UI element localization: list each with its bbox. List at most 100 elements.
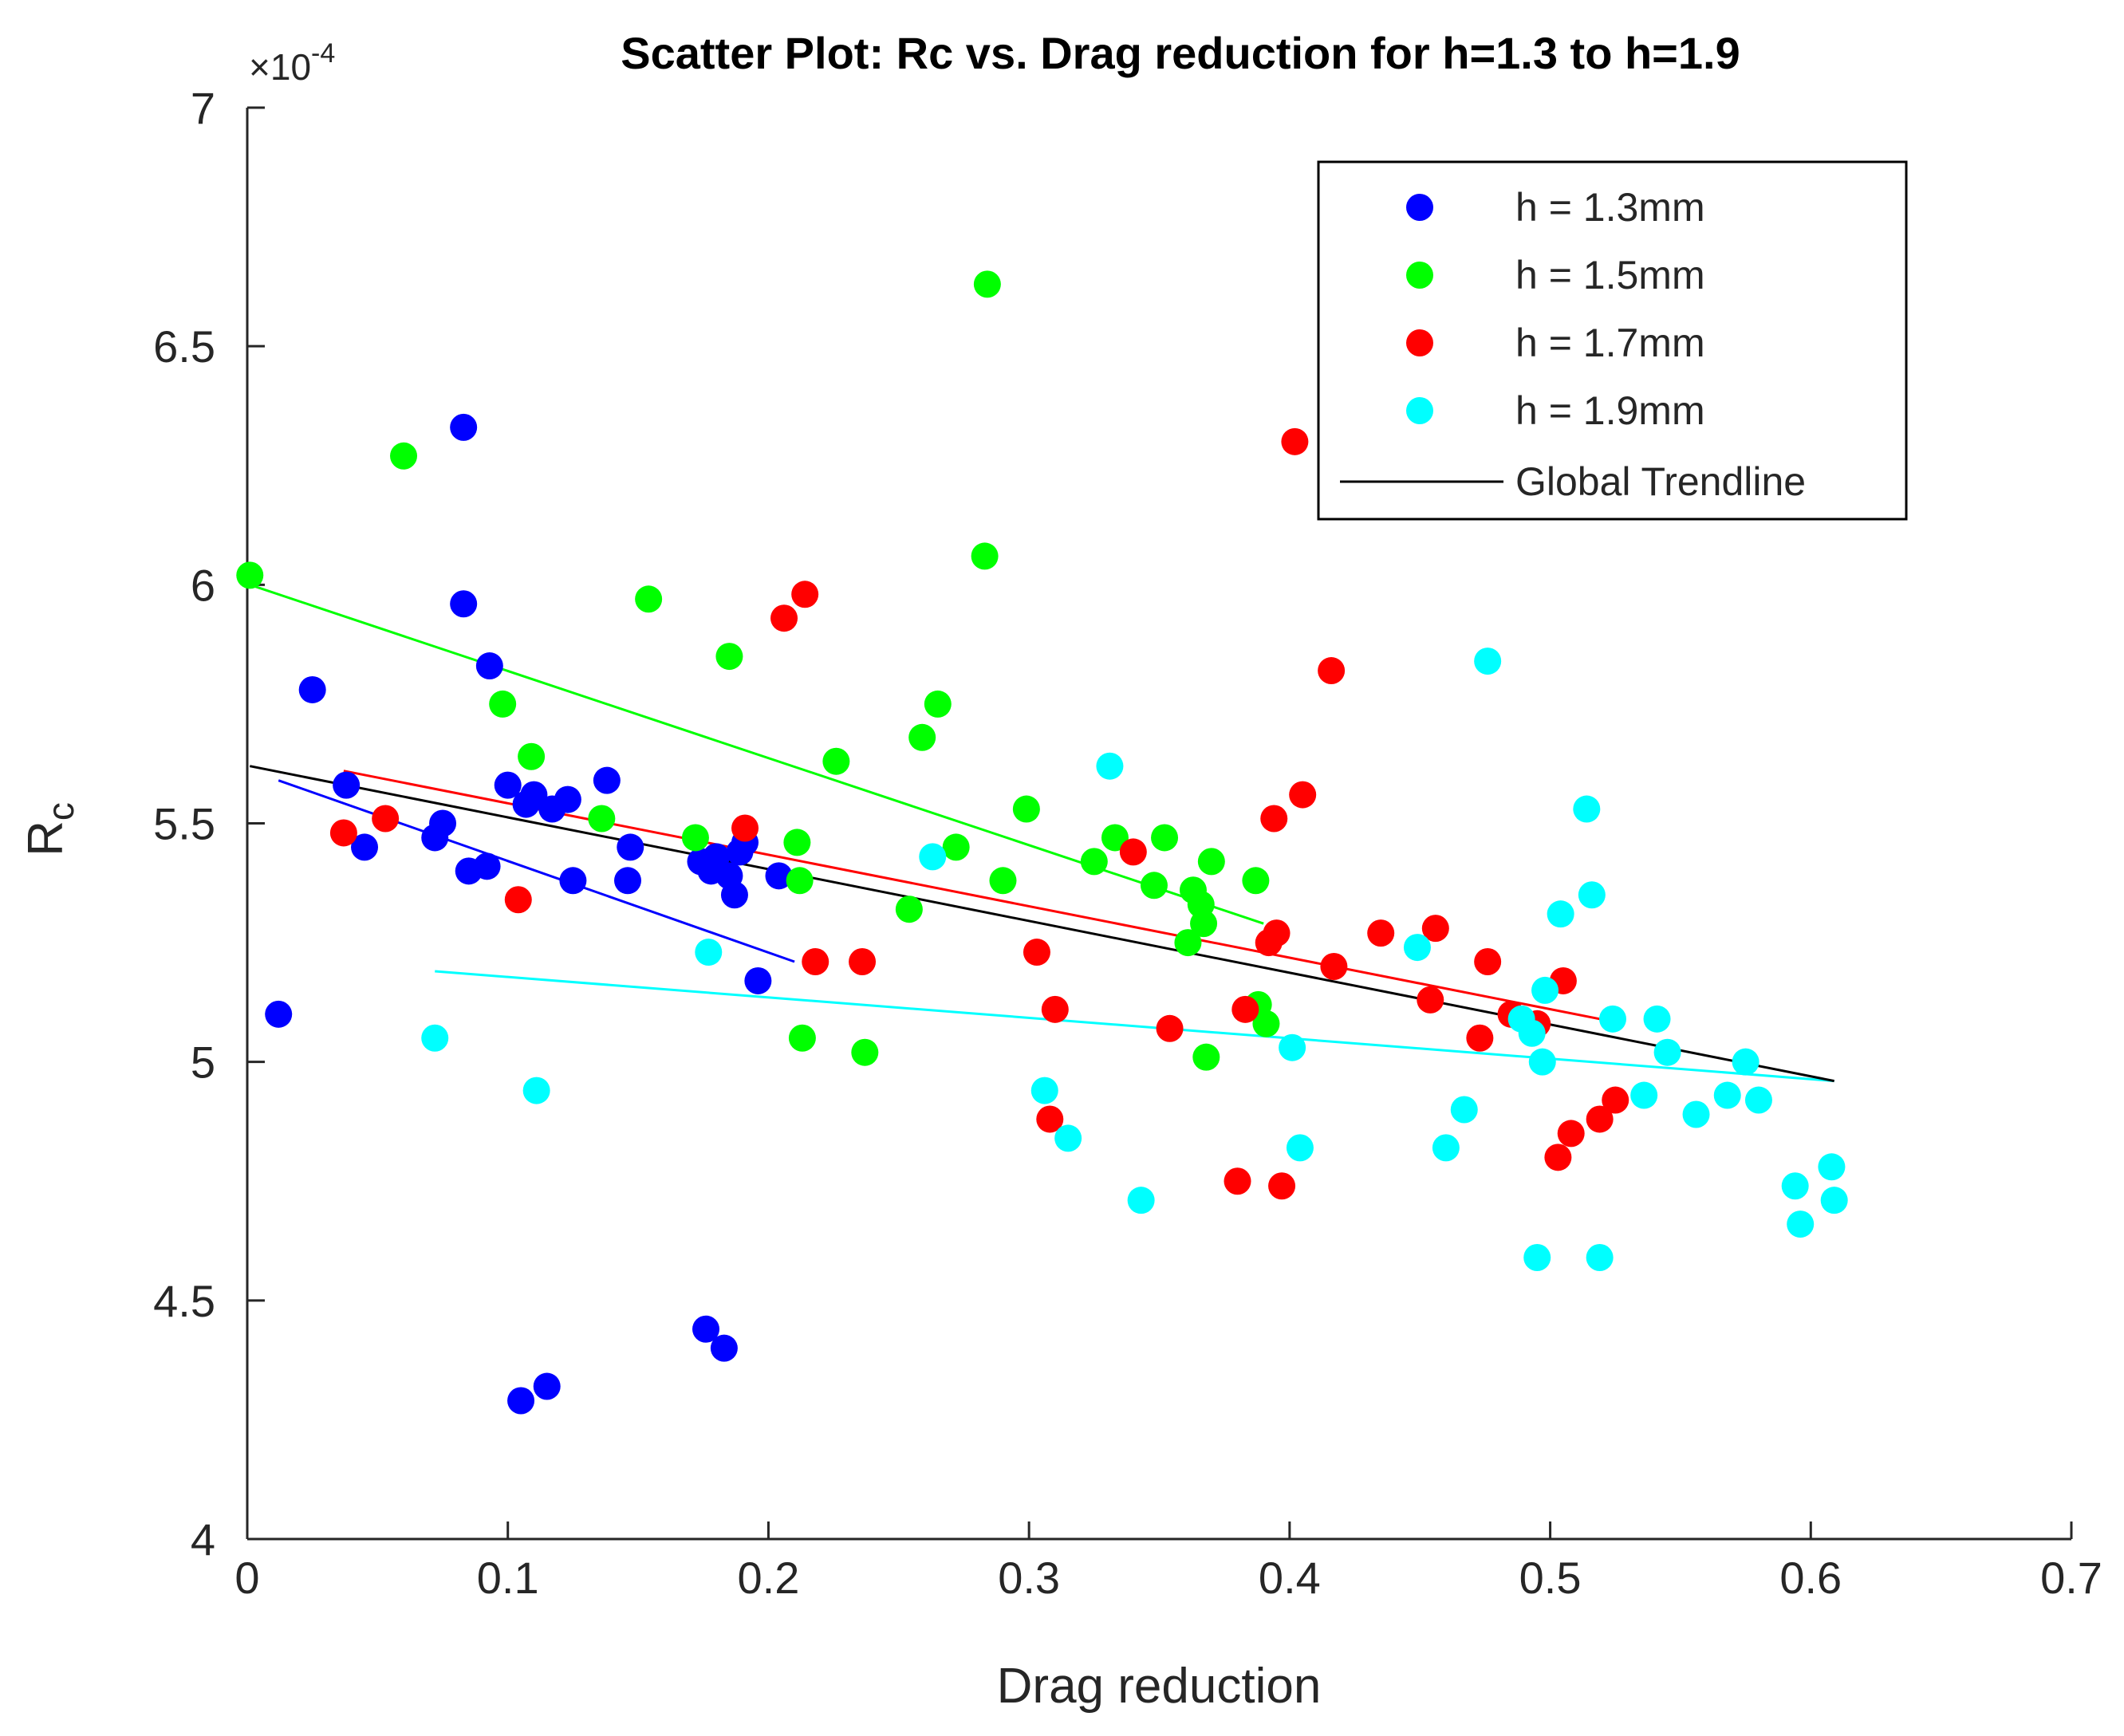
scatter-point-series-2 xyxy=(1242,867,1270,895)
scatter-point-series-4 xyxy=(1744,1086,1772,1114)
scatter-point-series-2 xyxy=(1101,824,1129,852)
scatter-point-series-1 xyxy=(429,809,457,837)
scatter-point-series-4 xyxy=(1578,881,1606,909)
scatter-point-series-2 xyxy=(822,747,850,775)
scatter-point-series-4 xyxy=(1643,1005,1671,1033)
scatter-point-series-3 xyxy=(1474,948,1502,976)
scatter-point-series-3 xyxy=(504,886,532,914)
y-tick-label: 4.5 xyxy=(153,1276,215,1326)
legend-marker-h13 xyxy=(1406,194,1433,221)
legend-marker-h17 xyxy=(1406,329,1433,356)
scatter-point-series-1 xyxy=(475,652,503,680)
x-tick-label: 0.5 xyxy=(1519,1553,1582,1603)
legend-marker-h19 xyxy=(1406,397,1433,424)
scatter-point-series-4 xyxy=(1030,1077,1058,1104)
x-tick-label: 0.1 xyxy=(477,1553,539,1603)
scatter-point-series-2 xyxy=(851,1038,879,1066)
scatter-point-series-4 xyxy=(1474,648,1502,675)
scatter-point-series-3 xyxy=(1041,995,1069,1023)
scatter-point-series-3 xyxy=(1421,915,1449,943)
scatter-point-series-3 xyxy=(1320,953,1348,980)
y-exponent-base: ×10 xyxy=(249,46,311,88)
scatter-point-series-2 xyxy=(1080,848,1108,876)
scatter-point-series-3 xyxy=(1281,427,1309,455)
scatter-point-series-4 xyxy=(1523,1243,1551,1271)
scatter-point-series-2 xyxy=(942,833,970,861)
scatter-point-series-3 xyxy=(1263,919,1291,947)
scatter-point-series-2 xyxy=(1151,824,1179,852)
scatter-point-series-4 xyxy=(1630,1081,1658,1109)
scatter-point-series-1 xyxy=(710,1334,738,1362)
scatter-point-series-3 xyxy=(849,948,877,976)
legend: h = 1.3mm h = 1.5mm h = 1.7mm h = 1.9mm … xyxy=(1317,160,1908,521)
x-axis-label: Drag reduction xyxy=(997,1659,1322,1714)
scatter-point-series-1 xyxy=(473,852,501,880)
scatter-point-series-2 xyxy=(1140,872,1168,899)
y-tick-label: 7 xyxy=(191,83,215,133)
scatter-point-series-1 xyxy=(720,881,748,909)
scatter-point-series-1 xyxy=(617,833,644,861)
scatter-point-series-1 xyxy=(692,1315,720,1343)
scatter-point-series-4 xyxy=(1528,1048,1556,1076)
scatter-point-series-4 xyxy=(522,1077,550,1104)
scatter-point-series-2 xyxy=(1174,929,1202,957)
scatter-point-series-2 xyxy=(989,867,1017,895)
scatter-point-series-2 xyxy=(715,643,743,671)
legend-label-h13: h = 1.3mm xyxy=(1515,185,1705,230)
scatter-point-series-2 xyxy=(489,690,517,718)
legend-label-h15: h = 1.5mm xyxy=(1515,253,1705,297)
scatter-point-series-2 xyxy=(973,270,1001,298)
scatter-point-series-1 xyxy=(450,413,478,441)
scatter-point-series-3 xyxy=(1586,1105,1614,1133)
scatter-point-series-2 xyxy=(390,442,418,470)
scatter-point-series-1 xyxy=(298,675,326,703)
trendline-series-1 xyxy=(278,779,795,963)
scatter-point-series-3 xyxy=(1289,781,1317,809)
scatter-point-series-3 xyxy=(1119,838,1147,866)
scatter-point-series-4 xyxy=(1682,1100,1710,1128)
scatter-point-series-4 xyxy=(1127,1187,1155,1214)
scatter-point-series-4 xyxy=(1054,1124,1082,1152)
scatter-point-series-3 xyxy=(791,581,819,608)
scatter-point-series-1 xyxy=(554,785,581,813)
legend-label-global-trendline: Global Trendline xyxy=(1515,459,1806,504)
scatter-point-series-3 xyxy=(372,805,400,833)
scatter-point-series-2 xyxy=(908,723,936,751)
scatter-point-series-1 xyxy=(333,771,361,799)
scatter-point-series-4 xyxy=(1818,1153,1846,1181)
scatter-point-series-3 xyxy=(1268,1172,1296,1200)
scatter-point-series-2 xyxy=(1252,1010,1280,1037)
chart-title: Scatter Plot: Rc vs. Drag reduction for … xyxy=(621,28,1740,78)
scatter-point-series-3 xyxy=(1466,1024,1494,1052)
scatter-point-series-2 xyxy=(635,585,663,613)
scatter-point-series-4 xyxy=(1432,1134,1460,1162)
scatter-point-series-2 xyxy=(518,742,546,770)
scatter-point-series-1 xyxy=(494,771,522,799)
scatter-point-series-3 xyxy=(1544,1144,1572,1171)
scatter-point-series-1 xyxy=(351,833,379,861)
scatter-point-series-1 xyxy=(559,867,587,895)
global-trendline xyxy=(249,765,1834,1083)
x-tick-label: 0.3 xyxy=(998,1553,1060,1603)
y-axis-label-main: R xyxy=(18,821,73,856)
scatter-point-series-2 xyxy=(1190,910,1218,938)
trendline-series-4 xyxy=(435,970,1834,1083)
y-axis-label: Rc xyxy=(18,802,81,856)
scatter-point-series-4 xyxy=(1586,1243,1614,1271)
scatter-point-series-3 xyxy=(1224,1167,1251,1195)
scatter-point-series-2 xyxy=(588,805,616,833)
x-tick-label: 0.6 xyxy=(1779,1553,1842,1603)
scatter-point-series-4 xyxy=(1403,934,1431,962)
scatter-point-series-4 xyxy=(1598,1005,1626,1033)
scatter-point-series-4 xyxy=(1787,1210,1815,1238)
scatter-point-series-4 xyxy=(695,939,723,966)
scatter-point-series-4 xyxy=(1732,1048,1759,1076)
scatter-point-series-4 xyxy=(1573,795,1601,823)
scatter-point-series-4 xyxy=(1781,1172,1809,1200)
scatter-point-series-2 xyxy=(783,829,811,856)
legend-marker-h15 xyxy=(1406,262,1433,289)
x-tick-label: 0.2 xyxy=(737,1553,799,1603)
scatter-point-series-3 xyxy=(770,604,798,632)
scatter-point-series-3 xyxy=(1318,657,1346,685)
